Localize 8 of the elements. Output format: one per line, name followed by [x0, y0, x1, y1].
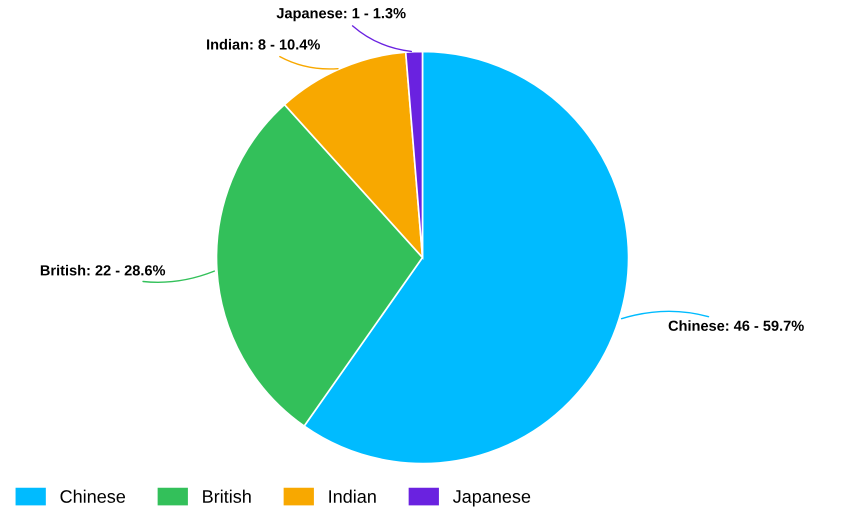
- legend-label: Chinese: [60, 490, 126, 503]
- legend-label: Japanese: [452, 490, 530, 506]
- data-label: British: 22 - 28.6%: [40, 264, 166, 276]
- legend-label: Indian: [329, 490, 376, 503]
- data-label: Indian: 8 - 10.4%: [207, 38, 320, 50]
- legend-label: British: [203, 490, 251, 503]
- data-label: Japanese: 1 - 1.3%: [276, 8, 406, 22]
- data-label: Chinese: 46 - 59.7%: [668, 320, 804, 331]
